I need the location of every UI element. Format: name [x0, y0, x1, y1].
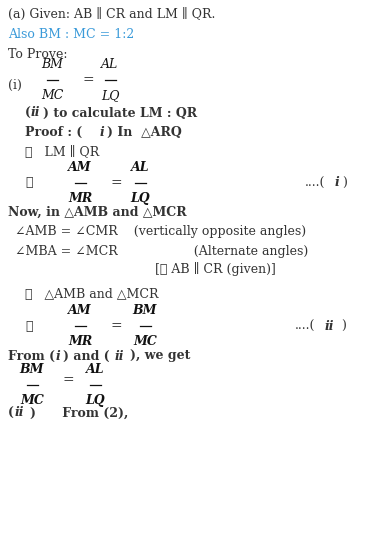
Text: ii: ii [31, 107, 40, 119]
Text: (i): (i) [8, 78, 22, 92]
Text: BM: BM [133, 304, 157, 317]
Text: LQ: LQ [85, 394, 105, 407]
Text: Proof : (: Proof : ( [25, 125, 82, 139]
Text: MC: MC [133, 335, 157, 348]
Text: ): ) [341, 319, 346, 333]
Text: ....(: ....( [305, 176, 326, 190]
Text: MR: MR [68, 335, 92, 348]
Text: MR: MR [68, 192, 92, 205]
Text: ∴   △AMB and △MCR: ∴ △AMB and △MCR [25, 288, 159, 302]
Text: ii: ii [15, 407, 25, 419]
Text: (: ( [8, 407, 14, 419]
Text: LQ: LQ [101, 89, 119, 102]
Text: AM: AM [68, 161, 92, 174]
Text: ii: ii [325, 319, 334, 333]
Text: i: i [100, 125, 105, 139]
Text: BM: BM [20, 363, 44, 376]
Text: =: = [110, 319, 122, 333]
Text: Also BM : MC = 1:2: Also BM : MC = 1:2 [8, 28, 134, 41]
Text: ) and (: ) and ( [63, 350, 109, 362]
Text: =: = [82, 73, 94, 87]
Text: AL: AL [131, 161, 149, 174]
Text: ∠MBA = ∠MCR                   (Alternate angles): ∠MBA = ∠MCR (Alternate angles) [15, 245, 308, 257]
Text: AL: AL [86, 363, 104, 376]
Text: AL: AL [101, 58, 119, 71]
Text: BM: BM [41, 58, 63, 71]
Text: =: = [62, 373, 74, 387]
Text: To Prove:: To Prove: [8, 47, 68, 61]
Text: [∵ AB ∥ CR (given)]: [∵ AB ∥ CR (given)] [155, 262, 276, 276]
Text: ∠AMB = ∠CMR    (vertically opposite angles): ∠AMB = ∠CMR (vertically opposite angles) [15, 225, 306, 238]
Text: From (: From ( [8, 350, 55, 362]
Text: ∴: ∴ [25, 176, 33, 190]
Text: ∴: ∴ [25, 319, 33, 333]
Text: ....(: ....( [295, 319, 316, 333]
Text: (a) Given: AB ∥ CR and LM ∥ QR.: (a) Given: AB ∥ CR and LM ∥ QR. [8, 7, 215, 21]
Text: i: i [335, 176, 340, 190]
Text: Now, in △AMB and △MCR: Now, in △AMB and △MCR [8, 206, 187, 219]
Text: LQ: LQ [130, 192, 150, 205]
Text: MC: MC [41, 89, 63, 102]
Text: (: ( [25, 107, 31, 119]
Text: ) to calculate LM : QR: ) to calculate LM : QR [43, 107, 197, 119]
Text: ): ) [342, 176, 347, 190]
Text: )      From (2),: ) From (2), [30, 407, 128, 419]
Text: ), we get: ), we get [130, 350, 190, 362]
Text: MC: MC [20, 394, 44, 407]
Text: =: = [110, 176, 122, 190]
Text: ∵   LM ∥ QR: ∵ LM ∥ QR [25, 147, 99, 159]
Text: ) In  △ARQ: ) In △ARQ [107, 125, 182, 139]
Text: ii: ii [115, 350, 124, 362]
Text: AM: AM [68, 304, 92, 317]
Text: i: i [56, 350, 61, 362]
